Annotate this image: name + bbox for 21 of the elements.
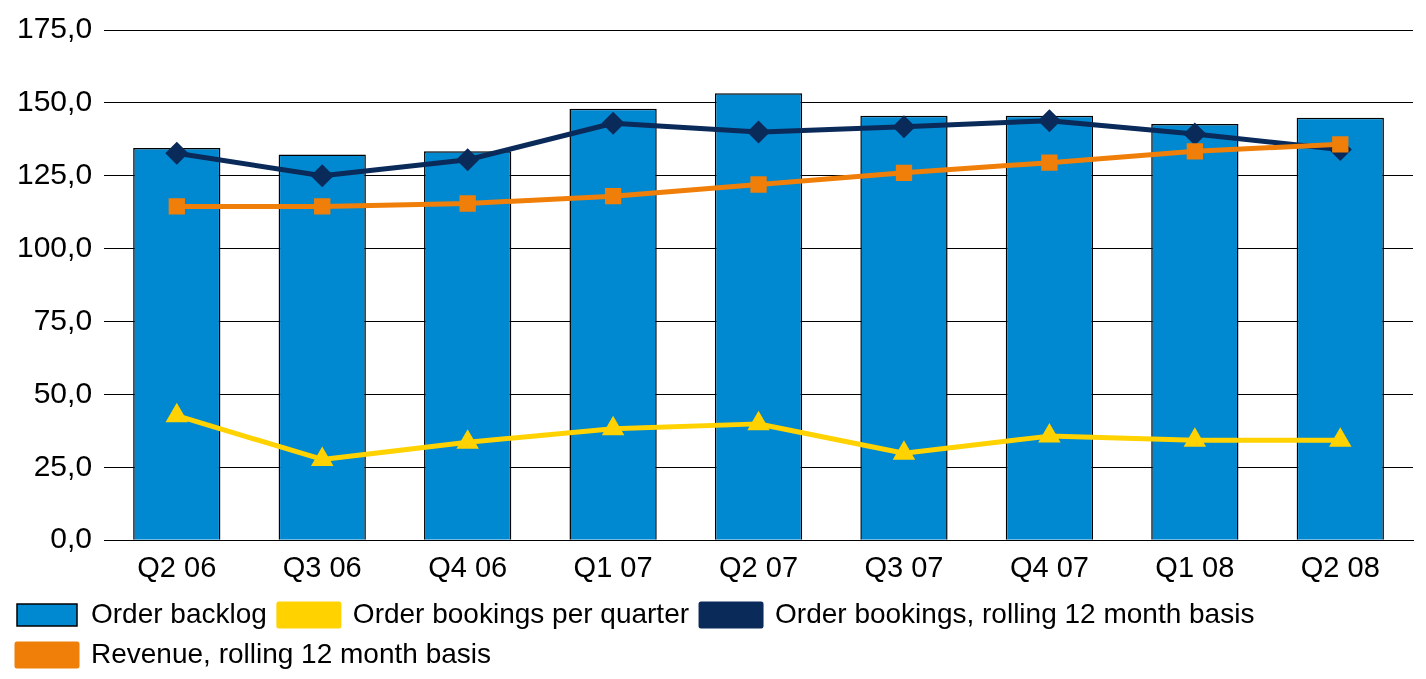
x-tick-label: Q3 07 <box>864 550 944 583</box>
y-tick-label: 100,0 <box>17 229 93 263</box>
x-tick-label: Q2 08 <box>1300 550 1380 583</box>
legend-label: Order bookings, rolling 12 month basis <box>775 597 1255 629</box>
y-tick-label: 150,0 <box>17 84 93 118</box>
x-tick-label: Q1 08 <box>1155 550 1235 583</box>
y-tick-label: 50,0 <box>33 375 93 409</box>
legend-label: Revenue, rolling 12 month basis <box>91 637 492 669</box>
y-tick-label: 75,0 <box>33 302 93 336</box>
x-tick-label: Q4 06 <box>428 550 508 583</box>
x-tick-label: Q1 07 <box>573 550 653 583</box>
y-tick-label: 175,0 <box>17 11 93 45</box>
x-tick-label: Q2 07 <box>719 550 799 583</box>
legend-label: Order bookings per quarter <box>352 597 690 629</box>
legend-label: Order backlog <box>91 597 267 629</box>
y-tick-label: 0,0 <box>50 521 93 555</box>
x-tick-label: Q2 06 <box>137 550 217 583</box>
y-tick-label: 125,0 <box>17 157 93 191</box>
x-tick-label: Q3 06 <box>282 550 362 583</box>
x-tick-label: Q4 07 <box>1009 550 1089 583</box>
y-tick-label: 25,0 <box>33 448 93 482</box>
